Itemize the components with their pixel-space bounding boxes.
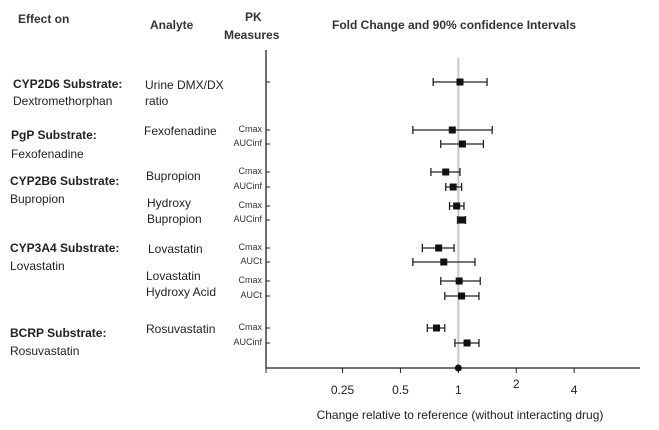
pk-measure-label: AUCt bbox=[240, 256, 262, 266]
pk-measure-label: Cmax bbox=[238, 166, 262, 176]
pk-measure-label: Cmax bbox=[238, 322, 262, 332]
group-drug: Rosuvastatin bbox=[10, 344, 80, 358]
ci-row bbox=[445, 183, 463, 191]
analyte-label: Bupropion bbox=[146, 169, 201, 183]
ci-row bbox=[454, 339, 480, 347]
ci-row bbox=[440, 277, 481, 285]
point-estimate bbox=[455, 277, 463, 285]
point-estimate bbox=[456, 78, 464, 86]
point-estimate bbox=[433, 324, 441, 332]
x-tick-label: 0.25 bbox=[331, 383, 355, 397]
point-estimate bbox=[458, 216, 466, 224]
ci-row bbox=[456, 216, 467, 224]
group-drug: Fexofenadine bbox=[11, 147, 84, 161]
point-estimate bbox=[448, 126, 456, 134]
point-estimate bbox=[440, 258, 448, 266]
pk-measure-label: AUCt bbox=[240, 290, 262, 300]
header-effect-on: Effect on bbox=[18, 12, 70, 26]
x-axis-label: Change relative to reference (without in… bbox=[317, 408, 604, 422]
analyte-label: Rosuvastatin bbox=[146, 322, 216, 336]
chart-title: Fold Change and 90% confidence Intervals bbox=[332, 18, 577, 32]
header-pk-2: Measures bbox=[224, 28, 280, 42]
pk-measure-label: AUCinf bbox=[233, 214, 262, 224]
header-pk-1: PK bbox=[245, 10, 262, 24]
point-estimate bbox=[449, 183, 457, 191]
group-label: BCRP Substrate: bbox=[10, 326, 107, 340]
analyte-label: Urine DMX/DX ratio bbox=[145, 78, 224, 108]
x-tick-label: 2 bbox=[513, 377, 520, 391]
group-drug: Bupropion bbox=[10, 192, 65, 206]
ci-row bbox=[440, 140, 485, 148]
group-drug: Lovastatin bbox=[10, 259, 65, 273]
group-label: CYP3A4 Substrate: bbox=[10, 241, 120, 255]
analyte-label: Lovastatin Hydroxy Acid bbox=[146, 269, 217, 299]
group-label: CYP2D6 Substrate: bbox=[13, 77, 123, 91]
point-estimate bbox=[458, 292, 466, 300]
x-tick-label: 1 bbox=[455, 383, 462, 397]
ci-row bbox=[412, 126, 493, 134]
group-label: CYP2B6 Substrate: bbox=[10, 174, 120, 188]
pk-measure-label: Cmax bbox=[238, 242, 262, 252]
pk-measure-label: AUCinf bbox=[233, 138, 262, 148]
ci-row bbox=[430, 168, 461, 176]
analyte-label: Fexofenadine bbox=[144, 124, 217, 138]
group-label: PgP Substrate: bbox=[11, 128, 97, 142]
point-estimate bbox=[442, 168, 450, 176]
reference-marker bbox=[454, 364, 462, 372]
point-estimate bbox=[458, 140, 466, 148]
point-estimate bbox=[453, 202, 461, 210]
analyte-label: Lovastatin bbox=[148, 242, 203, 256]
ci-row bbox=[412, 258, 476, 266]
header-analyte: Analyte bbox=[150, 18, 194, 32]
pk-measure-label: Cmax bbox=[238, 124, 262, 134]
x-tick-label: 4 bbox=[571, 383, 578, 397]
ci-row bbox=[448, 202, 465, 210]
pk-measure-label: Cmax bbox=[238, 200, 262, 210]
ci-row bbox=[444, 292, 480, 300]
ci-row bbox=[432, 78, 488, 86]
group-drug: Dextromethorphan bbox=[13, 94, 113, 108]
pk-measure-label: Cmax bbox=[238, 275, 262, 285]
x-tick-label: 0.5 bbox=[392, 383, 409, 397]
point-estimate bbox=[435, 244, 443, 252]
analyte-label: Hydroxy Bupropion bbox=[147, 196, 202, 226]
pk-measure-label: AUCinf bbox=[233, 337, 262, 347]
point-estimate bbox=[463, 339, 471, 347]
ci-row bbox=[421, 244, 455, 252]
pk-measure-label: AUCinf bbox=[233, 181, 262, 191]
ci-row bbox=[426, 324, 446, 332]
